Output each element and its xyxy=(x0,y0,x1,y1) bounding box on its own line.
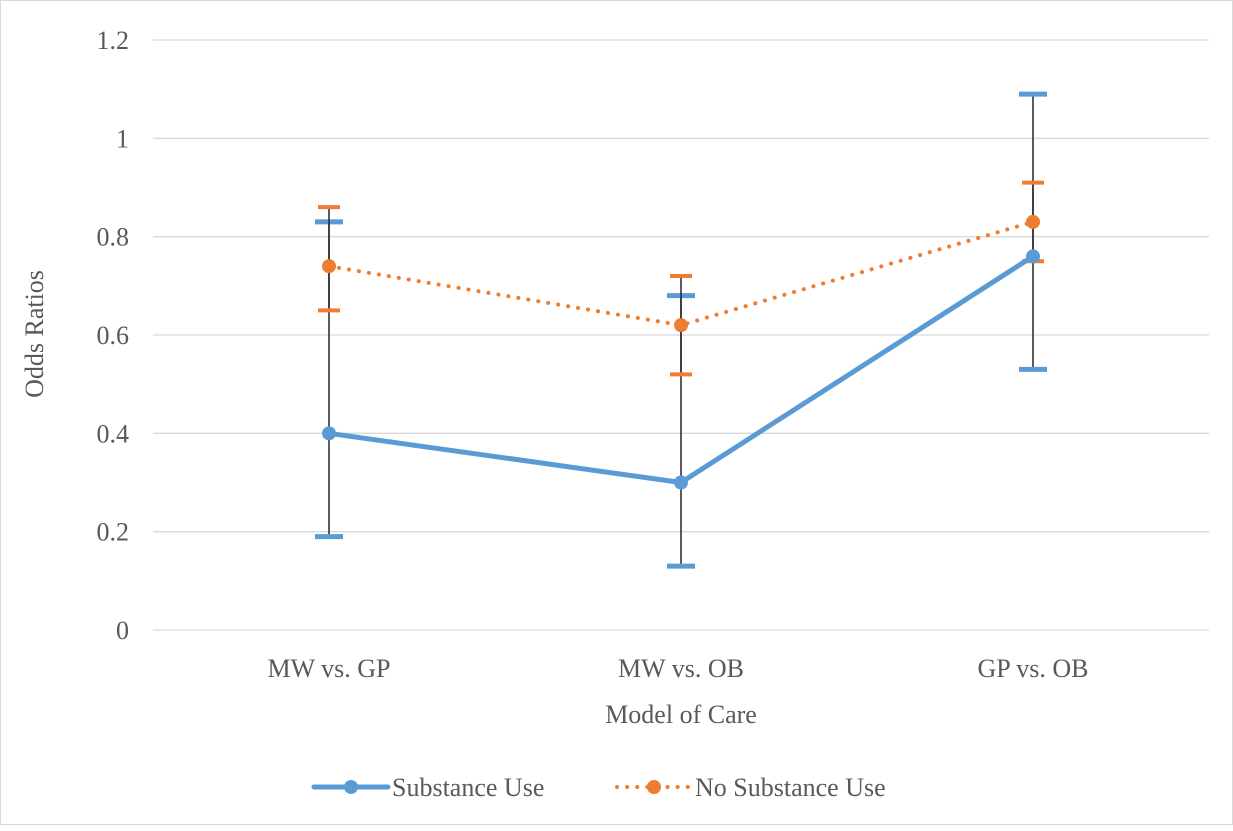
y-tick-labels: 0 0.2 0.4 0.6 0.8 1 1.2 xyxy=(97,26,130,645)
y-tick-label: 1.2 xyxy=(97,26,130,55)
y-tick-label: 0.2 xyxy=(97,518,130,547)
y-tick-label: 0.8 xyxy=(97,223,130,252)
series-markers xyxy=(322,214,1040,490)
y-axis-label: Odds Ratios xyxy=(20,270,49,398)
data-point xyxy=(1026,249,1040,264)
data-point xyxy=(674,318,688,333)
x-tick-label: MW vs. OB xyxy=(618,654,744,683)
legend-swatch-marker xyxy=(647,780,661,794)
y-tick-label: 0.6 xyxy=(97,321,130,350)
x-tick-labels: MW vs. GP MW vs. OB GP vs. OB xyxy=(267,654,1088,683)
x-tick-label: MW vs. GP xyxy=(267,654,390,683)
data-point xyxy=(1026,214,1040,229)
legend-label: No Substance Use xyxy=(695,773,886,802)
data-point xyxy=(674,475,688,490)
y-tick-label: 0 xyxy=(116,616,129,645)
x-tick-label: GP vs. OB xyxy=(977,654,1088,683)
legend: Substance Use No Substance Use xyxy=(311,773,886,802)
y-tick-label: 1 xyxy=(116,124,129,153)
data-point xyxy=(322,259,336,274)
legend-swatch-marker xyxy=(344,780,358,794)
data-point xyxy=(322,426,336,441)
legend-label: Substance Use xyxy=(392,773,544,802)
x-axis-label: Model of Care xyxy=(605,700,757,729)
y-tick-label: 0.4 xyxy=(97,419,130,448)
